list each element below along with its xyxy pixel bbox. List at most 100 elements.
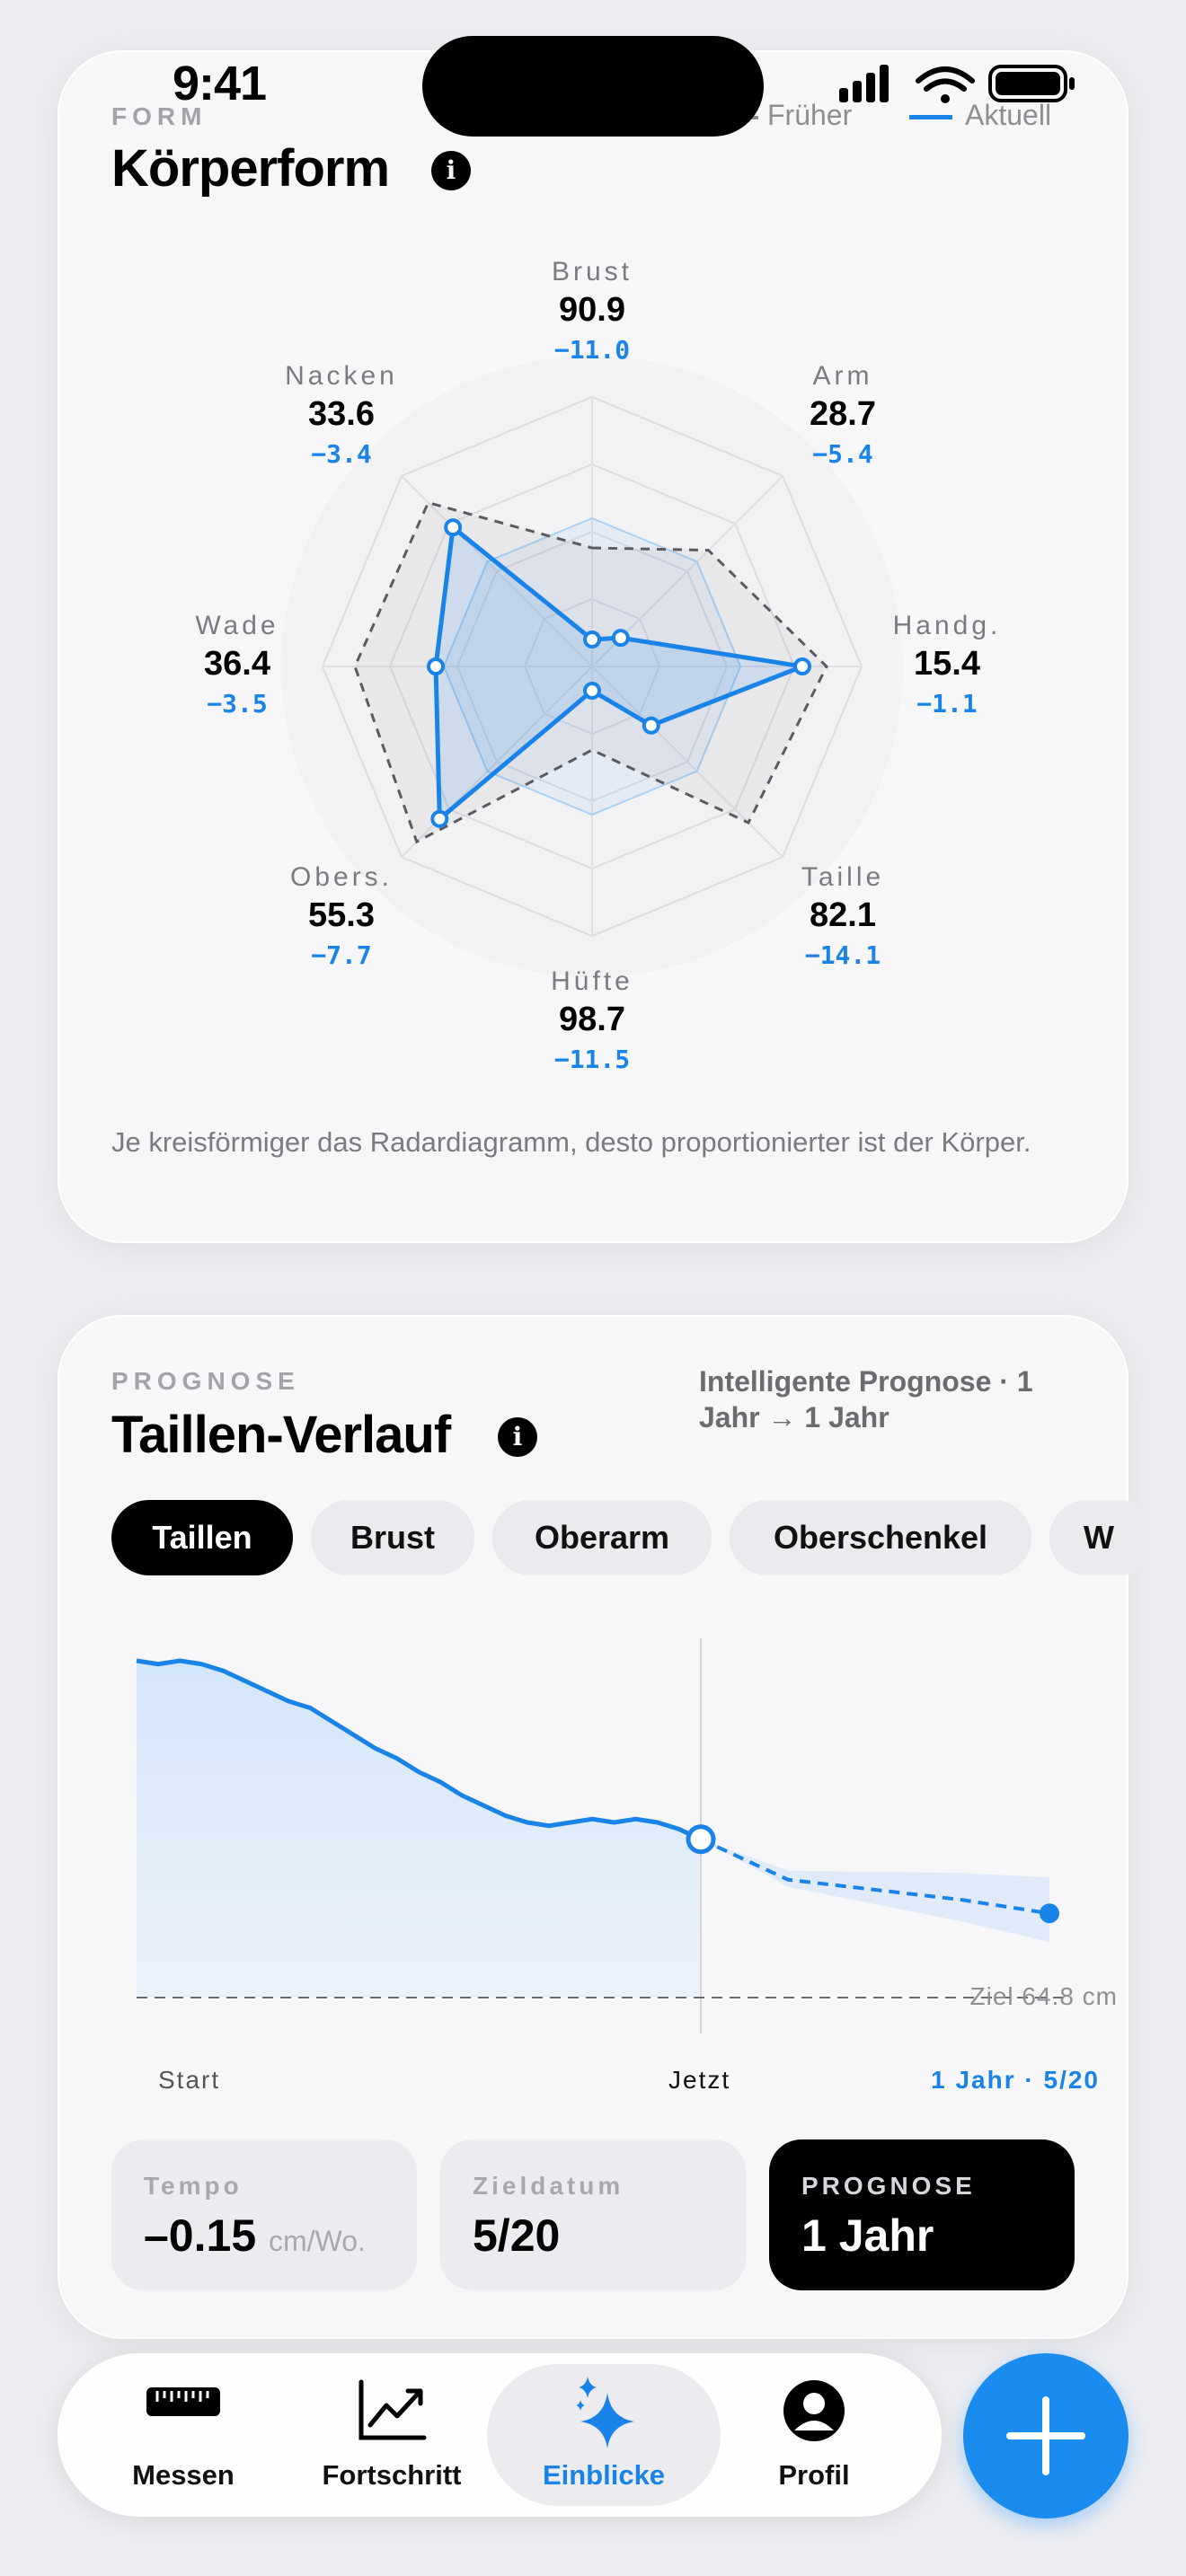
solid-line-icon (909, 115, 952, 120)
radar-point (427, 657, 445, 675)
radar-axis-name: Brust (551, 257, 633, 287)
radar-axis-value: 33.6 (308, 395, 375, 433)
radar-point (444, 518, 463, 537)
add-measurement-button[interactable] (963, 2353, 1128, 2519)
signal-icon (839, 65, 889, 102)
radar-axis-value: 55.3 (308, 896, 375, 934)
radar-spoke (591, 666, 783, 858)
stat-tempo: Tempo –0.15 cm/Wo. (111, 2139, 417, 2290)
stat-tempo-unit: cm/Wo. (269, 2225, 366, 2257)
chip-wade[interactable]: W (1049, 1500, 1141, 1575)
stat-target-date: Zieldatum 5/20 (440, 2139, 746, 2290)
radar-point (793, 657, 811, 675)
radar-axis-delta: −1.1 (916, 689, 978, 719)
legend-now-label: Aktuell (965, 99, 1052, 131)
radar-axis-name: Nacken (285, 361, 398, 391)
ruler-icon (146, 2387, 220, 2416)
goal-label: Ziel 64.8 cm (969, 1982, 1118, 2010)
radar-axis-delta: −11.5 (553, 1045, 631, 1074)
radar-before-shape (353, 500, 828, 844)
sparkle-icon (576, 2377, 634, 2448)
radar-point (611, 629, 630, 648)
radar-axis-name: Hüfte (551, 966, 633, 996)
legend-before-label: Früher (767, 99, 853, 131)
x-label-end: 1 Jahr · 5/20 (931, 2066, 1100, 2094)
person-icon (783, 2380, 845, 2441)
radar-axis-delta: −3.5 (207, 689, 268, 719)
tab-label: Profil (778, 2459, 850, 2491)
stat-prog-label: PROGNOSE (801, 2172, 976, 2200)
form-eyebrow: FORM (111, 102, 208, 130)
chip-oberarm[interactable]: Oberarm (492, 1500, 712, 1575)
x-label-now: Jetzt (668, 2066, 731, 2094)
radar-label-arm: Arm 28.7 −5.4 (708, 361, 978, 469)
radar-point (583, 682, 601, 700)
radar-label-nacken: Nacken 33.6 −3.4 (207, 361, 476, 469)
radar-point (430, 809, 449, 828)
radar-axis-delta: −11.0 (553, 335, 631, 365)
radar-axis-value: 28.7 (810, 395, 876, 433)
status-icons (839, 61, 1082, 110)
prognosis-card: PROGNOSE Taillen-Verlauf i Intelligente … (58, 1315, 1141, 2339)
plus-icon (1006, 2396, 1085, 2475)
radar-spoke (401, 475, 593, 667)
radar-axis-delta: −3.4 (311, 439, 372, 469)
body-shape-card: FORM Körperform i Früher Aktuell Brust 9… (58, 50, 1128, 1243)
info-icon[interactable]: i (498, 1417, 537, 1457)
chip-oberschenkel[interactable]: Oberschenkel (730, 1500, 1031, 1575)
chart-icon (358, 2379, 427, 2440)
tab-label: Messen (132, 2459, 235, 2491)
legend-now: Aktuell (909, 99, 1051, 132)
stat-tempo-value: –0.15 (144, 2210, 257, 2261)
tab-label: Einblicke (542, 2459, 666, 2491)
radar-axis-name: Obers. (289, 862, 394, 892)
radar-axis-value: 82.1 (810, 896, 876, 934)
radar-axis-name: Taille (801, 862, 885, 892)
battery-icon (988, 65, 1075, 102)
radar-axis-value: 15.4 (914, 645, 980, 683)
x-label-start: Start (158, 2066, 221, 2094)
tab-bar: Messen Fortschritt Einblicke Profil (58, 2353, 942, 2517)
history-area (137, 1661, 701, 1998)
radar-chart (281, 356, 903, 977)
radar-label-oberschenkel: Obers. 55.3 −7.7 (207, 862, 476, 970)
radar-label-handgelenk: Handg. 15.4 −1.1 (812, 611, 1082, 719)
radar-label-taille: Taille 82.1 −14.1 (708, 862, 978, 970)
stat-date-label: Zieldatum (473, 2172, 624, 2200)
chip-brust[interactable]: Brust (311, 1500, 474, 1575)
tab-profil[interactable]: Profil (724, 2353, 904, 2517)
stat-prognosis: PROGNOSE 1 Jahr (769, 2139, 1075, 2290)
radar-label-huefte: Hüfte 98.7 −11.5 (457, 966, 727, 1074)
wifi-icon (916, 66, 975, 103)
radar-reference-shape (442, 516, 742, 816)
radar-axis-delta: −7.7 (311, 940, 372, 970)
radar-point (583, 631, 601, 648)
forecast-end-point (1040, 1903, 1059, 1924)
tab-messen[interactable]: Messen (93, 2353, 273, 2517)
tab-fortschritt[interactable]: Fortschritt (302, 2353, 482, 2517)
stat-date-value: 5/20 (473, 2210, 561, 2261)
radar-axis-value: 98.7 (559, 1001, 625, 1038)
radar-point (642, 716, 660, 735)
status-time: 9:41 (173, 57, 267, 110)
measure-chips: Taillen Brust Oberarm Oberschenkel W (111, 1500, 1141, 1579)
chip-taillen[interactable]: Taillen (111, 1500, 293, 1575)
info-icon[interactable]: i (431, 151, 471, 190)
radar-axis-delta: −14.1 (804, 940, 881, 970)
tab-label: Fortschritt (322, 2459, 462, 2491)
radar-axis-value: 36.4 (204, 645, 270, 683)
radar-note: Je kreisförmiger das Radardiagramm, dest… (111, 1126, 1031, 1158)
prog-title: Taillen-Verlauf (111, 1406, 451, 1464)
prog-eyebrow: PROGNOSE (111, 1367, 300, 1395)
legend-before: Früher (733, 99, 852, 132)
form-title: Körperform (111, 139, 390, 198)
radar-axis-name: Handg. (892, 611, 1002, 640)
waist-trend-chart (136, 1638, 1064, 2033)
forecast-line (700, 1837, 1050, 1916)
tab-einblicke[interactable]: Einblicke (514, 2353, 694, 2517)
radar-label-brust: Brust 90.9 −11.0 (457, 257, 727, 365)
current-point (686, 1824, 716, 1855)
stat-prog-value: 1 Jahr (801, 2210, 934, 2261)
stat-tempo-label: Tempo (144, 2172, 243, 2200)
radar-axis-delta: −5.4 (812, 439, 873, 469)
